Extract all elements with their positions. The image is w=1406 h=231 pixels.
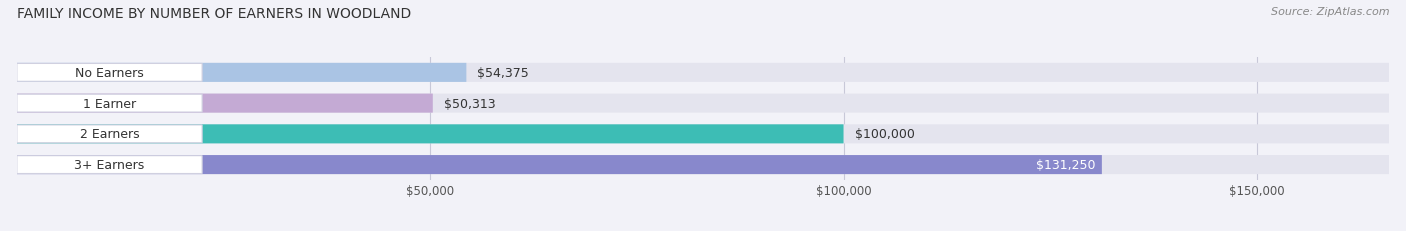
FancyBboxPatch shape xyxy=(17,125,1389,144)
FancyBboxPatch shape xyxy=(17,155,1102,174)
Text: $131,250: $131,250 xyxy=(1035,158,1095,171)
FancyBboxPatch shape xyxy=(17,64,1389,82)
FancyBboxPatch shape xyxy=(17,125,202,143)
FancyBboxPatch shape xyxy=(17,64,202,82)
FancyBboxPatch shape xyxy=(17,94,1389,113)
Text: 1 Earner: 1 Earner xyxy=(83,97,136,110)
FancyBboxPatch shape xyxy=(17,94,433,113)
Text: 3+ Earners: 3+ Earners xyxy=(75,158,145,171)
FancyBboxPatch shape xyxy=(17,155,1389,174)
Text: Source: ZipAtlas.com: Source: ZipAtlas.com xyxy=(1271,7,1389,17)
Text: $50,313: $50,313 xyxy=(444,97,495,110)
Text: $100,000: $100,000 xyxy=(855,128,914,141)
Text: No Earners: No Earners xyxy=(75,67,143,79)
Text: FAMILY INCOME BY NUMBER OF EARNERS IN WOODLAND: FAMILY INCOME BY NUMBER OF EARNERS IN WO… xyxy=(17,7,411,21)
FancyBboxPatch shape xyxy=(17,64,467,82)
FancyBboxPatch shape xyxy=(17,95,202,112)
FancyBboxPatch shape xyxy=(17,156,202,174)
Text: 2 Earners: 2 Earners xyxy=(80,128,139,141)
Text: $54,375: $54,375 xyxy=(478,67,529,79)
FancyBboxPatch shape xyxy=(17,125,844,144)
